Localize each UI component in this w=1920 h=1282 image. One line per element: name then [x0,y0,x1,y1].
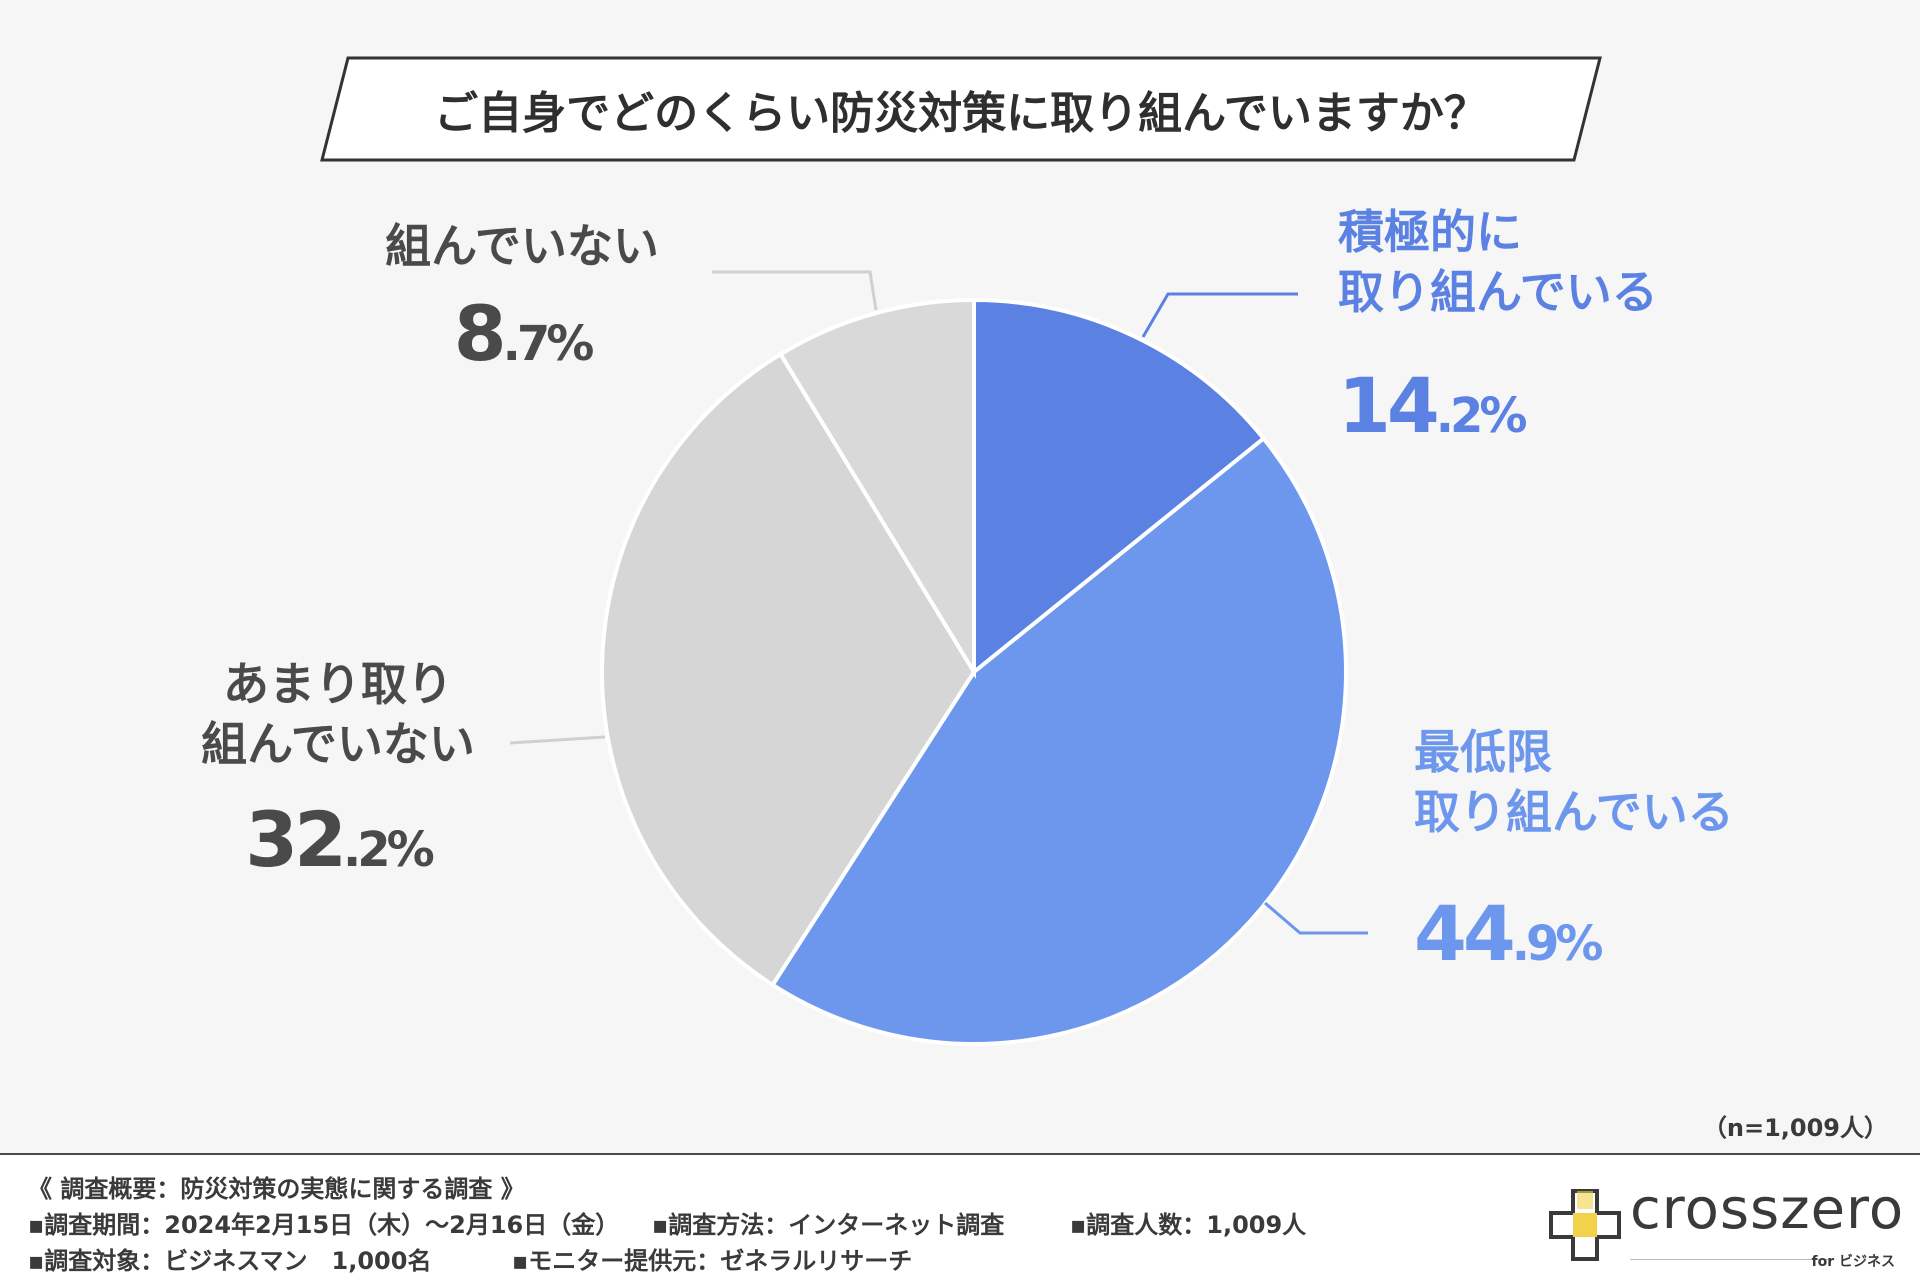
survey-footer: 《 調査概要：防災対策の実態に関する調査 》 ▪調査期間：2024年2月15日（… [0,1153,1920,1282]
survey-provider: ▪モニター提供元：ゼネラルリサーチ [512,1247,913,1275]
slice-label-1-line-0: 最低限 [1414,725,1552,779]
logo-divider [1630,1259,1830,1260]
slice-label-0-line-0: 積極的に [1338,205,1522,259]
sample-size-note: （n=1,009人） [1703,1114,1888,1142]
pie-labels: 積極的に取り組んでいる14.2%最低限取り組んでいる44.9%あまり取り組んでい… [201,205,1734,978]
pie-slice-3 [777,297,976,680]
slice-value-0: 14.2% [1338,361,1526,450]
pie-slices [600,297,1348,1046]
slice-label-0-line-1: 取り組んでいる [1338,265,1658,319]
pie-slice-2 [600,351,977,988]
slice-value-3: 8.7% [454,289,594,378]
slice-value-2: 32.2% [245,795,433,884]
slice-label-2-line-1: 組んでいない [201,717,475,771]
leader-line-1 [1264,901,1368,935]
chart-title: ご自身でどのくらい防災対策に取り組んでいますか？ [434,88,1488,139]
survey-target: ▪調査対象：ビジネスマン 1,000名 [28,1247,432,1275]
title-box: ご自身でどのくらい防災対策に取り組んでいますか？ [320,56,1602,162]
logo-wordmark: crosszero [1630,1177,1905,1242]
leader-line-3 [712,270,878,311]
leader-line-0 [1141,292,1298,338]
pie-slice-1 [769,435,1348,1046]
logo-subtitle: for ビジネス [1811,1254,1896,1270]
survey-period: ▪調査期間：2024年2月15日（木）～2月16日（金） [28,1211,620,1239]
survey-count: ▪調査人数：1,009人 [1070,1211,1307,1239]
slice-label-1-line-1: 取り組んでいる [1414,785,1734,839]
slice-label-2-line-0: あまり取り [223,657,453,711]
survey-summary: 《 調査概要：防災対策の実態に関する調査 》 [28,1175,525,1203]
slice-value-1: 44.9% [1414,889,1602,978]
title-banner [320,56,1602,162]
crosszero-logo: crosszero for ビジネス [1545,1177,1903,1273]
leader-lines [509,270,1368,935]
survey-method: ▪調査方法：インターネット調査 [652,1211,1005,1239]
crosszero-cross-icon [1549,1189,1621,1261]
pie-slice-0 [972,297,1267,677]
leader-line-2 [509,735,606,745]
slice-label-3-line-0: 組んでいない [385,219,659,273]
